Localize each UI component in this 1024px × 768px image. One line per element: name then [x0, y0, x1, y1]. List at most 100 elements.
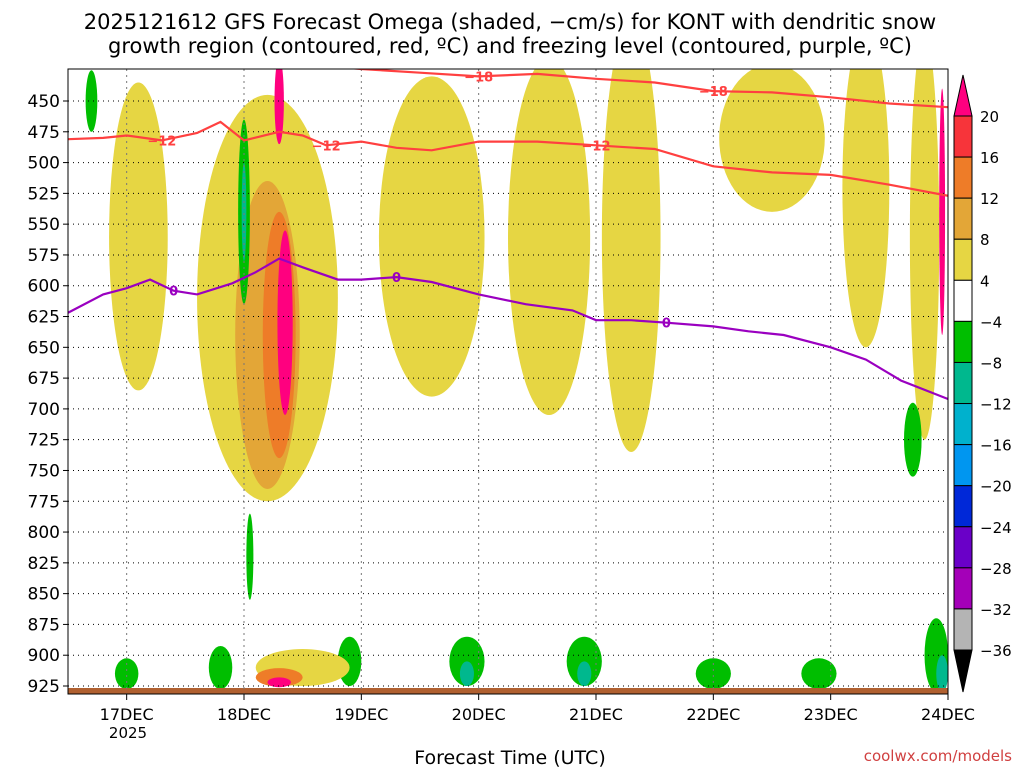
freezing-level-line-label: 0	[662, 317, 671, 332]
freezing-level-line-label: 0	[169, 285, 178, 300]
y-tick-label: 550	[28, 215, 60, 235]
colorbar-bin	[953, 485, 973, 528]
dgz-contour-line-label: −18	[171, 57, 200, 72]
colorbar-bin	[953, 526, 973, 569]
colorbar-bin	[953, 279, 973, 322]
colorbar-label: −8	[980, 354, 1002, 372]
y-tick-label: 500	[28, 154, 60, 174]
ground-strip	[68, 688, 948, 694]
plot-frame	[67, 68, 949, 695]
x-axis-year: 2025	[109, 724, 147, 742]
chart-title-line2: growth region (contoured, red, ºC) and f…	[108, 34, 912, 58]
y-tick-label: 700	[28, 400, 60, 420]
omega-region-cool4	[208, 645, 233, 690]
dgz-contour-line-label: −12	[582, 139, 611, 154]
colorbar-bin	[953, 197, 973, 240]
y-tick-label: 925	[28, 677, 60, 697]
ground-bar	[68, 688, 948, 694]
y-tick-label: 475	[28, 123, 60, 143]
omega-region-cool8	[936, 655, 948, 693]
colorbar-bin	[953, 567, 973, 610]
omega-region-warm20	[277, 230, 293, 416]
x-tick-label: 22DEC	[686, 705, 740, 724]
x-tick-label: 23DEC	[804, 705, 858, 724]
colorbar-label: 8	[980, 231, 990, 249]
dgz-contour-line-label: −18	[464, 70, 493, 85]
contour-lines: −18 −18 −18 −12 −12 −12 0 0 0	[68, 57, 948, 401]
y-tick-label: 575	[28, 246, 60, 266]
y-tick-label: 875	[28, 615, 60, 635]
omega-region-cool4	[566, 636, 602, 686]
x-axis: 17DEC 18DEC 19DEC 20DEC 21DEC 22DEC 23DEC 24DEC	[100, 694, 975, 724]
omega-region-cool4	[904, 402, 922, 477]
colorbar-label: −20	[980, 478, 1012, 496]
y-tick-label: 750	[28, 461, 60, 481]
colorbar-label: −4	[980, 313, 1002, 331]
colorbar: 20 16 12 8 4 −4 −8 −12 −16 −20 −24 −28 −32 −36	[953, 74, 1012, 693]
omega-region-cool8	[577, 661, 592, 686]
colorbar-label: 4	[980, 272, 990, 290]
y-tick-label: 625	[28, 308, 60, 328]
y-tick-label: 800	[28, 523, 60, 543]
dgz-contour-line	[348, 69, 948, 109]
colorbar-label: −36	[980, 642, 1012, 660]
dgz-contour-line-label: −18	[699, 85, 728, 100]
omega-region-cool8	[241, 162, 247, 262]
omega-region-cool4	[801, 658, 837, 690]
colorbar-bin	[953, 115, 973, 158]
omega-region-warm4	[109, 82, 168, 391]
dgz-contour-line-label: −12	[312, 139, 341, 154]
colorbar-label: −12	[980, 396, 1012, 414]
omega-region-warm20	[939, 88, 946, 335]
omega-region-warm4	[378, 76, 485, 397]
omega-region-warm4	[909, 69, 940, 440]
colorbar-label: 20	[980, 108, 999, 126]
omega-region-cool4	[114, 658, 139, 690]
dgz-contour-line	[68, 120, 948, 197]
omega-region-cool8	[459, 661, 474, 686]
x-axis-title: Forecast Time (UTC)	[414, 747, 605, 768]
x-tick-label: 18DEC	[217, 705, 271, 724]
colorbar-label: −28	[980, 560, 1012, 578]
colorbar-bin	[953, 444, 973, 487]
colorbar-bin	[953, 608, 973, 651]
omega-region-cool4	[246, 513, 254, 600]
omega-region-cool4	[85, 70, 98, 132]
colorbar-top-arrow	[953, 74, 973, 117]
y-tick-label: 775	[28, 492, 60, 512]
colorbar-bin	[953, 156, 973, 199]
credit-text: coolwx.com/models	[864, 747, 1012, 765]
colorbar-label: −16	[980, 437, 1012, 455]
omega-region-cool4	[695, 658, 731, 690]
omega-region-warm4	[842, 69, 890, 348]
x-tick-label: 24DEC	[921, 705, 975, 724]
omega-shading	[85, 69, 948, 693]
omega-region-warm4	[508, 69, 591, 415]
freezing-level-line	[68, 257, 948, 401]
y-tick-label: 650	[28, 338, 60, 358]
x-tick-label: 21DEC	[569, 705, 623, 724]
colorbar-bin	[953, 361, 973, 405]
y-tick-label: 450	[28, 92, 60, 112]
x-tick-label: 20DEC	[452, 705, 506, 724]
gridlines	[68, 69, 949, 694]
colorbar-bottom-arrow	[953, 649, 973, 693]
freezing-level-line-label: 0	[392, 271, 401, 286]
y-tick-label: 600	[28, 277, 60, 297]
colorbar-label: 12	[980, 190, 999, 208]
colorbar-label: −24	[980, 519, 1012, 537]
colorbar-label: 16	[980, 149, 999, 167]
omega-region-warm20	[267, 677, 291, 688]
colorbar-label: −32	[980, 601, 1012, 619]
omega-region-warm4	[601, 69, 661, 452]
omega-region-warm20	[274, 69, 284, 145]
colorbar-bin	[953, 238, 973, 281]
y-tick-label: 525	[28, 184, 60, 204]
x-tick-label: 19DEC	[334, 705, 388, 724]
y-tick-label: 725	[28, 431, 60, 451]
colorbar-bin	[953, 320, 973, 363]
y-tick-label: 900	[28, 646, 60, 666]
omega-region-warm4	[719, 69, 825, 212]
omega-region-cool4	[449, 636, 485, 686]
